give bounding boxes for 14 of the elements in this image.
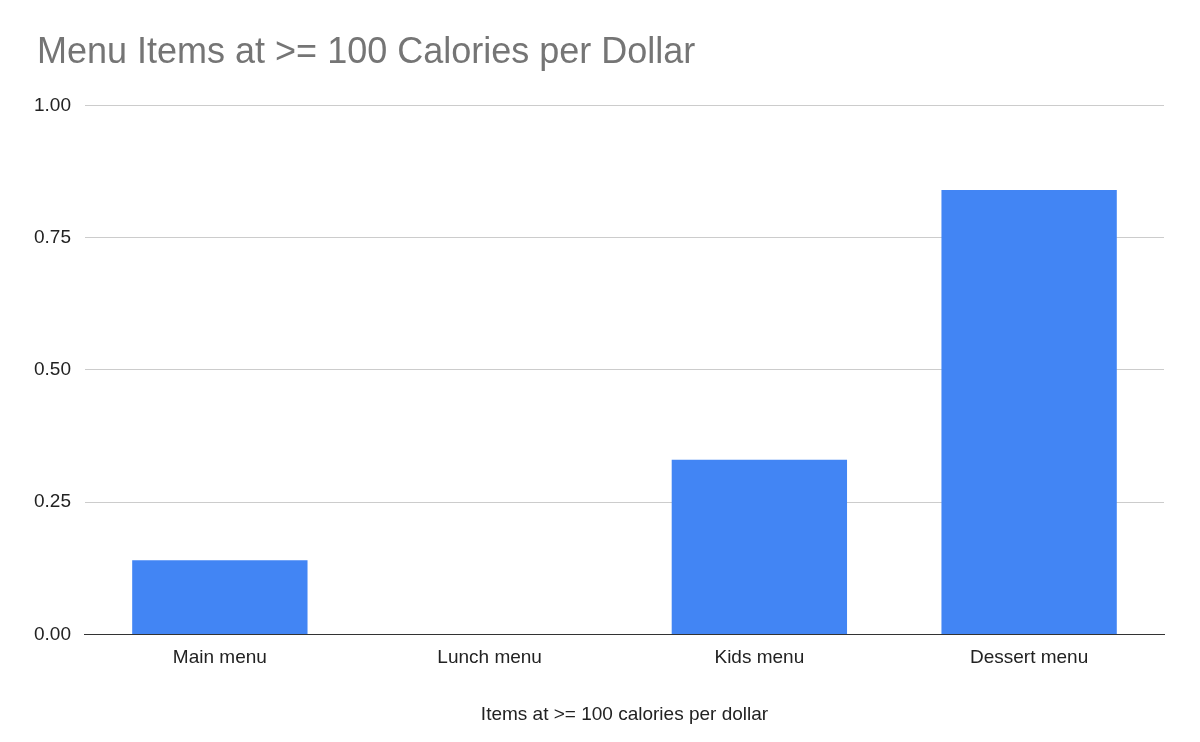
- y-tick-label: 0.75: [34, 225, 71, 247]
- x-tick-label: Lunch menu: [437, 646, 542, 668]
- y-tick-label: 0.50: [34, 358, 71, 380]
- y-tick-label: 0.00: [34, 622, 71, 644]
- chart-title: Menu Items at >= 100 Calories per Dollar: [37, 30, 696, 72]
- bar: [132, 560, 308, 634]
- x-tick-label: Main menu: [172, 646, 267, 668]
- x-axis-title: Items at >= 100 calories per dollar: [480, 702, 769, 724]
- y-tick-label: 1.00: [34, 93, 71, 115]
- bar: [941, 190, 1117, 634]
- bar: [671, 459, 848, 634]
- x-tick-label: Kids menu: [714, 646, 805, 668]
- y-tick-label: 0.25: [34, 490, 71, 512]
- x-tick-label: Dessert menu: [969, 646, 1089, 668]
